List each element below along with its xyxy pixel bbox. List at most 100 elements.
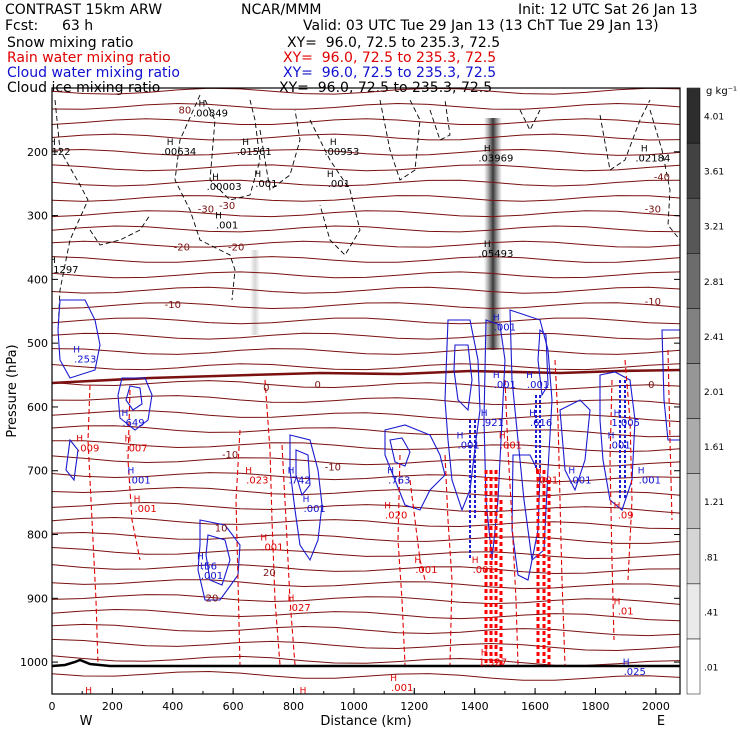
max-value-label: .763 [388,475,410,486]
max-value-label: .01 [618,606,634,617]
colorbar-tick-label: 1.61 [704,443,724,453]
y-axis-title: Pressure (hPa) [5,344,20,437]
max-value-label: .001 [304,504,326,515]
isotherm-line [52,455,680,468]
snow-plume-shading [250,250,260,335]
field-cloudwater-xy: XY= 96.0, 72.5 to 235.3, 72.5 [283,65,497,81]
isotherm-label: -20 [228,243,244,254]
isotherm-line [52,179,680,187]
max-value-label: .00634 [161,147,196,158]
x-tick-label: 800 [283,700,304,713]
dense-cloudwater-columns [469,380,626,560]
max-marker-h: H [499,431,506,441]
max-marker-h: H [638,466,645,476]
field-rain-xy: XY= 96.0, 72.5 to 235.3, 72.5 [283,50,497,66]
max-value-label: .00003 [207,182,242,193]
max-value-label: .001 [255,179,277,190]
max-value-label: .001 [473,565,495,576]
colorbar-segment [686,363,701,419]
isotherm-label: -20 [174,243,190,254]
isotherm-lines [52,88,680,681]
isotherm-line [52,440,680,453]
isotherm-line [52,118,680,125]
isotherm-label: 20 [206,594,219,605]
center-label: NCAR/MMM [241,2,322,18]
colorbar-tick-label: 2.01 [704,388,724,398]
max-value-label: .253 [74,354,96,365]
isotherm-line [52,225,680,233]
y-tick-label: 900 [27,592,48,605]
colorbar-tick-label: 3.21 [704,223,724,233]
max-value-label: .007 [125,444,147,455]
max-value-label: .00953 [324,147,359,158]
plot-frame [51,87,681,695]
max-value-label: .001 [328,179,350,190]
isotherm-line [52,395,680,406]
max-marker-h: H [128,466,135,476]
max-value-label: .001 [500,440,522,451]
colorbar-segment [686,308,701,364]
max-value-label: .00849 [193,109,228,120]
colorbar-segment [686,87,701,144]
field-cloudwater-name: Cloud water mixing ratio [7,65,180,81]
max-marker-h: H [327,170,334,180]
isotherm-line [52,623,680,637]
isotherm-line [52,670,680,681]
max-value-label: .09 [618,511,634,522]
colorbar-segment [686,638,701,695]
max-marker-h: H [73,345,80,355]
max-value-label: .001 [536,475,558,486]
max-marker-h: H [330,138,337,148]
x-tick-label: 1200 [400,700,428,713]
max-value-label: .001 [391,683,413,694]
isotherm-label: -40 [654,172,670,183]
max-value-label: .56 [201,562,217,573]
x-tick-label: 1800 [581,700,609,713]
chart-labels: 80 -40 -30 -30 -30 -20 -20 -10 -10 0 0 0 -10 -10 10 20 2… [44,100,670,694]
isotherm-label: 0 [648,380,654,391]
max-marker-h: H [197,553,204,563]
max-marker-h: H [614,409,621,419]
max-marker-h: H [535,466,542,476]
colorbar-top-cap [687,88,700,89]
isotherm-line [52,472,680,483]
isotherm-line [52,380,680,391]
max-marker-h: H [529,409,536,419]
valid-time: Valid: 03 UTC Tue 29 Jan 13 (13 ChT Tue … [303,18,659,34]
isotherm-label: 20 [263,568,276,579]
max-value-label: .001 [128,475,150,486]
isotherm-line [52,425,680,438]
x-axis-right-end: E [657,714,665,729]
max-marker-h: H [623,658,630,668]
max-marker-h: H [481,648,488,658]
colorbar-tick-label: .41 [704,608,718,618]
x-tick-label: 1000 [340,700,368,713]
max-marker-h: H [387,466,394,476]
max-marker-h: H [614,597,621,607]
isotherm-label: -10 [645,297,661,308]
max-marker-h: H [167,138,174,148]
terrain-surface [52,658,680,668]
fcst-label: Fcst: [5,18,39,34]
isotherm-line [52,256,680,263]
isotherm-line [52,210,680,218]
axes: 0 200 400 600 800 1000 1200 1400 1600 1800 2000200… [20,146,680,713]
isotherm-line [52,486,680,498]
max-value-label: .01561 [237,147,272,158]
x-tick-label: 600 [223,700,244,713]
max-value-label: .001 [494,322,516,333]
isotherm-line [52,302,680,310]
max-value-label: .03969 [478,153,513,164]
max-marker-h: H [288,466,295,476]
field-rain-name: Rain water mixing ratio [7,50,171,66]
isotherm-line [52,516,680,530]
isotherm-label: 80 [178,106,191,117]
isotherm-line [52,240,680,248]
colorbar: .01 .41 .81 1.21 1.61 2.01 2.41 2.81 3.21 3.61 4.0… [686,87,724,695]
field-snow-xy: XY= 96.0, 72.5 to 235.3, 72.5 [287,35,501,51]
y-tick-label: 200 [27,146,48,159]
max-value-label: .742 [288,475,310,486]
max-value-label: .01297 [44,265,79,276]
x-axis-title: Distance (km) [320,714,411,729]
